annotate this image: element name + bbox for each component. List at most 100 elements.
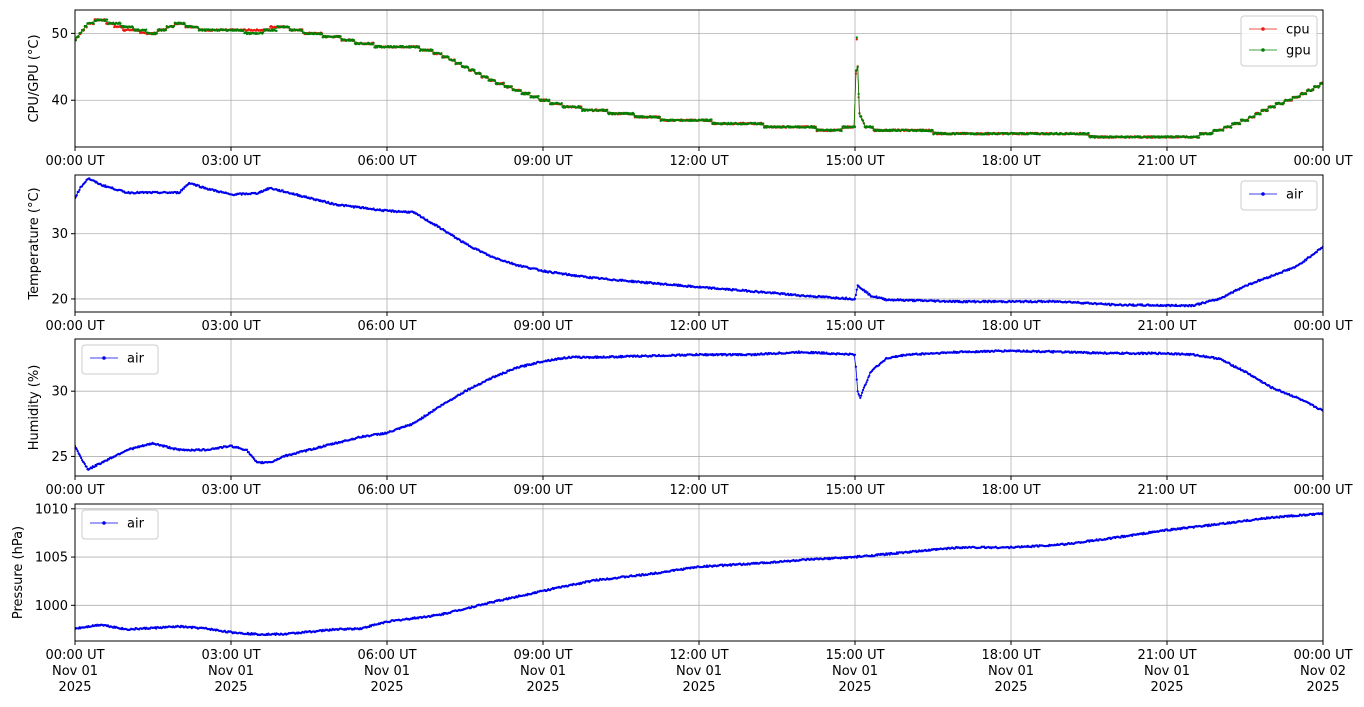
y-tick-label: 30 bbox=[51, 227, 68, 242]
data-point bbox=[439, 405, 442, 408]
chart-panel-2: 20 30 00:00 UT 03:00 UT 06:00 UT 09:00 UT 12:0… bbox=[27, 174, 1353, 334]
data-point bbox=[92, 22, 95, 25]
data-point bbox=[90, 467, 93, 470]
data-point bbox=[862, 122, 866, 125]
data-point bbox=[710, 118, 713, 121]
data-point bbox=[860, 115, 863, 118]
data-point bbox=[479, 72, 482, 75]
data-point bbox=[339, 35, 342, 38]
legend-label-cpu: cpu bbox=[1286, 23, 1310, 38]
data-point bbox=[196, 26, 200, 29]
data-point bbox=[83, 462, 86, 466]
grid bbox=[74, 339, 1324, 476]
data-point bbox=[501, 83, 504, 86]
legend: air bbox=[1240, 180, 1318, 211]
data-point bbox=[287, 25, 290, 29]
x-tick-label: 09:00 UT bbox=[513, 319, 572, 334]
data-point bbox=[857, 92, 860, 96]
data-point bbox=[265, 188, 268, 192]
data-point bbox=[510, 85, 513, 88]
data-point bbox=[1198, 136, 1201, 139]
x-tick-label: 21:00 UT bbox=[1137, 319, 1196, 334]
data-point bbox=[861, 119, 865, 122]
data-point bbox=[164, 29, 167, 32]
data-point bbox=[431, 410, 434, 413]
data-point bbox=[93, 465, 96, 468]
legend-box bbox=[1240, 180, 1318, 211]
data-point bbox=[1239, 122, 1242, 126]
data-point bbox=[179, 191, 182, 194]
data-point bbox=[658, 115, 661, 118]
data-point bbox=[320, 33, 323, 36]
plot-area bbox=[75, 177, 1323, 308]
series-markers-air bbox=[75, 177, 1323, 308]
data-point bbox=[79, 455, 82, 458]
data-point bbox=[106, 18, 109, 21]
data-point bbox=[875, 295, 878, 298]
data-point bbox=[853, 297, 857, 300]
data-point bbox=[197, 184, 200, 187]
legend-label-air: air bbox=[1286, 188, 1304, 203]
data-point bbox=[1315, 251, 1318, 254]
data-point bbox=[182, 187, 185, 190]
x-tick-label: 03:00 UT bbox=[201, 319, 260, 334]
data-point bbox=[1282, 102, 1285, 105]
data-point bbox=[75, 194, 78, 197]
data-point bbox=[440, 52, 443, 55]
data-point bbox=[525, 365, 528, 368]
legend-label-gpu: gpu bbox=[1286, 44, 1311, 59]
data-point bbox=[80, 456, 83, 460]
data-point bbox=[853, 125, 857, 129]
data-point bbox=[77, 190, 80, 193]
x-tick-label: 21:00 UT bbox=[1137, 154, 1196, 169]
data-point bbox=[855, 36, 858, 39]
data-point bbox=[472, 386, 475, 389]
data-point bbox=[80, 31, 83, 34]
data-point bbox=[486, 75, 489, 79]
data-point bbox=[242, 28, 245, 31]
data-point bbox=[606, 109, 609, 112]
data-point bbox=[78, 188, 81, 192]
series-markers-gpu bbox=[75, 18, 1323, 139]
data-point bbox=[814, 125, 817, 128]
data-point bbox=[560, 102, 563, 105]
data-point bbox=[426, 218, 429, 221]
data-point bbox=[419, 418, 422, 421]
x-tick-label: 06:00 UT bbox=[357, 319, 416, 334]
data-point bbox=[500, 373, 504, 376]
data-point bbox=[1253, 115, 1256, 118]
data-point bbox=[1298, 95, 1301, 98]
data-point bbox=[519, 89, 522, 92]
data-point bbox=[85, 465, 88, 468]
x-tick-label: 03:00 UT bbox=[201, 154, 260, 169]
series-markers-air bbox=[75, 349, 1323, 471]
data-point bbox=[81, 459, 84, 462]
y-tick-label: 20 bbox=[51, 292, 68, 307]
data-point bbox=[76, 450, 79, 453]
legend-box bbox=[1240, 15, 1318, 67]
data-point bbox=[84, 180, 87, 183]
data-point bbox=[1231, 291, 1235, 294]
x-tick-label: 06:00 UT bbox=[357, 154, 416, 169]
data-point bbox=[1266, 109, 1269, 112]
x-tick-label: 00:00 UT bbox=[45, 319, 104, 334]
data-point bbox=[104, 184, 107, 187]
data-point bbox=[155, 32, 159, 35]
data-point bbox=[131, 26, 134, 29]
data-point bbox=[247, 451, 250, 454]
data-point bbox=[505, 371, 508, 374]
data-point bbox=[77, 35, 80, 38]
data-point bbox=[871, 125, 874, 128]
data-point bbox=[762, 122, 765, 125]
data-point bbox=[418, 46, 421, 49]
data-point bbox=[1305, 92, 1308, 95]
data-point bbox=[548, 98, 551, 101]
data-point bbox=[435, 224, 438, 227]
data-point bbox=[1273, 106, 1276, 109]
data-point bbox=[447, 55, 450, 59]
data-point bbox=[1318, 85, 1321, 88]
data-point bbox=[632, 112, 636, 116]
data-point bbox=[1230, 126, 1233, 129]
x-tick-label: 12:00 UT bbox=[669, 319, 728, 334]
data-point bbox=[295, 193, 299, 196]
